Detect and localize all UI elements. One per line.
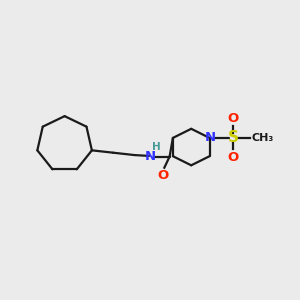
- Text: S: S: [228, 130, 238, 146]
- Text: O: O: [227, 112, 239, 125]
- Text: O: O: [227, 151, 239, 164]
- Text: H: H: [152, 142, 161, 152]
- Text: O: O: [158, 169, 169, 182]
- Text: CH₃: CH₃: [251, 133, 274, 143]
- Text: N: N: [145, 150, 156, 163]
- Text: N: N: [205, 131, 216, 144]
